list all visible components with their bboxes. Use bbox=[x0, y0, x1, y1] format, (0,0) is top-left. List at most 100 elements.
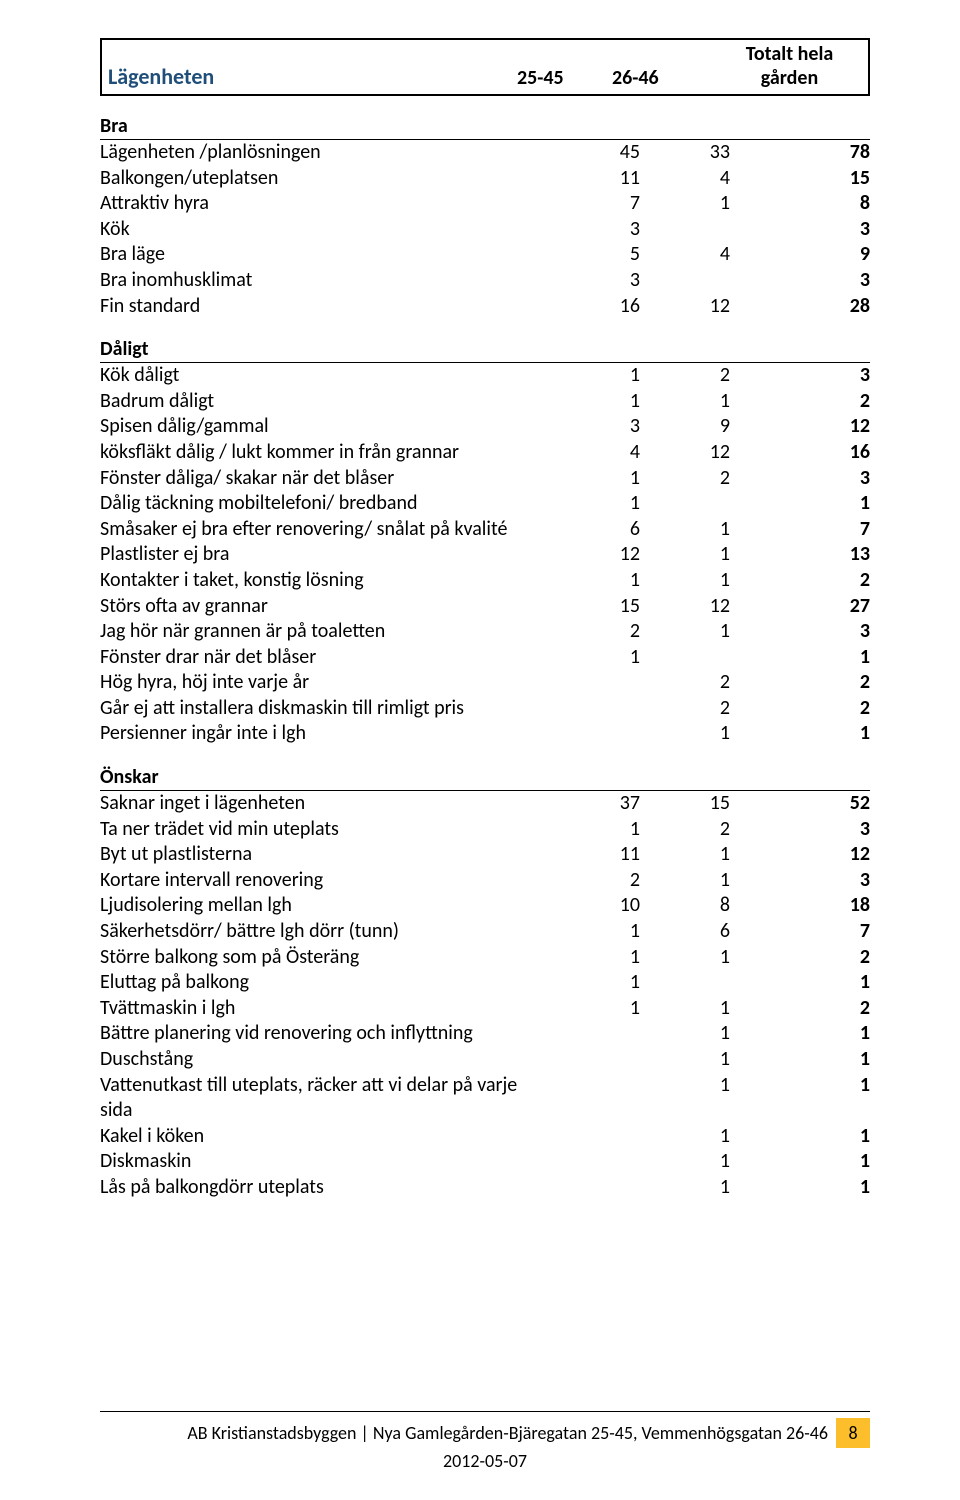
table-row: Bra läge549 bbox=[100, 242, 870, 268]
header-box: Lägenheten Totalt hela 25-45 26-46 gårde… bbox=[100, 38, 870, 96]
table-row: Ljudisolering mellan lgh10818 bbox=[100, 893, 870, 919]
row-col1: 16 bbox=[560, 294, 640, 320]
header-col2: 26-46 bbox=[612, 66, 717, 90]
row-col3: 12 bbox=[730, 842, 870, 868]
row-col1: 12 bbox=[560, 542, 640, 568]
row-col1 bbox=[560, 1175, 640, 1201]
row-col2: 1 bbox=[640, 842, 730, 868]
row-col1: 2 bbox=[560, 868, 640, 894]
row-col2: 2 bbox=[640, 817, 730, 843]
table-row: Lägenheten /planlösningen453378 bbox=[100, 140, 870, 166]
section-title: Bra bbox=[100, 114, 870, 140]
row-col1: 1 bbox=[560, 645, 640, 671]
row-col2: 1 bbox=[640, 721, 730, 747]
row-col1: 11 bbox=[560, 166, 640, 192]
section: ÖnskarSaknar inget i lägenheten371552Ta … bbox=[100, 765, 870, 1201]
row-col2: 1 bbox=[640, 1175, 730, 1201]
table-row: Byt ut plastlisterna11112 bbox=[100, 842, 870, 868]
header-title: Lägenheten bbox=[108, 63, 517, 90]
row-label: Fönster dåliga/ skakar när det blåser bbox=[100, 466, 560, 492]
row-label: Kontakter i taket, konstig lösning bbox=[100, 568, 560, 594]
row-label: Tvättmaskin i lgh bbox=[100, 996, 560, 1022]
row-col1: 45 bbox=[560, 140, 640, 166]
table-row: Kakel i köken11 bbox=[100, 1124, 870, 1150]
row-label: Byt ut plastlisterna bbox=[100, 842, 560, 868]
row-col2: 2 bbox=[640, 466, 730, 492]
table-row: Bra inomhusklimat33 bbox=[100, 268, 870, 294]
row-label: Dålig täckning mobiltelefoni/ bredband bbox=[100, 491, 560, 517]
row-col2 bbox=[640, 491, 730, 517]
row-col2: 1 bbox=[640, 619, 730, 645]
table-row: Vattenutkast till uteplats, räcker att v… bbox=[100, 1073, 870, 1124]
table-row: Kök dåligt123 bbox=[100, 363, 870, 389]
table-row: Fin standard161228 bbox=[100, 294, 870, 320]
row-col1: 1 bbox=[560, 491, 640, 517]
table-row: Ta ner trädet vid min uteplats123 bbox=[100, 817, 870, 843]
row-col3: 1 bbox=[730, 645, 870, 671]
table-row: Småsaker ej bra efter renovering/ snålat… bbox=[100, 517, 870, 543]
row-col3: 13 bbox=[730, 542, 870, 568]
row-col2: 6 bbox=[640, 919, 730, 945]
row-col1: 1 bbox=[560, 996, 640, 1022]
row-col3: 2 bbox=[730, 696, 870, 722]
row-col3: 3 bbox=[730, 217, 870, 243]
table-row: Balkongen/uteplatsen11415 bbox=[100, 166, 870, 192]
row-col2: 2 bbox=[640, 670, 730, 696]
row-col2 bbox=[640, 217, 730, 243]
table-row: Jag hör när grannen är på toaletten213 bbox=[100, 619, 870, 645]
row-col2: 2 bbox=[640, 696, 730, 722]
row-col1 bbox=[560, 1149, 640, 1175]
footer: AB Kristianstadsbyggen | Nya Gamlegården… bbox=[100, 1411, 870, 1472]
row-col2: 1 bbox=[640, 1073, 730, 1124]
row-col2: 1 bbox=[640, 1124, 730, 1150]
row-col3: 2 bbox=[730, 996, 870, 1022]
row-label: Säkerhetsdörr/ bättre lgh dörr (tunn) bbox=[100, 919, 560, 945]
section: BraLägenheten /planlösningen453378Balkon… bbox=[100, 114, 870, 319]
row-col3: 1 bbox=[730, 1073, 870, 1124]
row-label: Diskmaskin bbox=[100, 1149, 560, 1175]
header-col3-top: Totalt hela bbox=[717, 42, 862, 66]
row-col2 bbox=[640, 268, 730, 294]
table-row: Persienner ingår inte i lgh11 bbox=[100, 721, 870, 747]
row-col2 bbox=[640, 645, 730, 671]
row-label: köksfläkt dålig / lukt kommer in från gr… bbox=[100, 440, 560, 466]
row-col2: 1 bbox=[640, 1149, 730, 1175]
row-label: Ljudisolering mellan lgh bbox=[100, 893, 560, 919]
row-col1: 5 bbox=[560, 242, 640, 268]
row-col3: 2 bbox=[730, 568, 870, 594]
row-col1: 1 bbox=[560, 970, 640, 996]
row-col3: 3 bbox=[730, 619, 870, 645]
row-col2: 1 bbox=[640, 517, 730, 543]
row-col3: 1 bbox=[730, 1047, 870, 1073]
table-row: Kök33 bbox=[100, 217, 870, 243]
row-col1: 37 bbox=[560, 791, 640, 817]
header-col3-bot: gården bbox=[717, 66, 862, 90]
row-col3: 9 bbox=[730, 242, 870, 268]
row-col1 bbox=[560, 1124, 640, 1150]
row-col3: 1 bbox=[730, 1124, 870, 1150]
section-title: Önskar bbox=[100, 765, 870, 791]
row-label: Plastlister ej bra bbox=[100, 542, 560, 568]
row-col3: 3 bbox=[730, 817, 870, 843]
row-col3: 12 bbox=[730, 414, 870, 440]
row-col3: 7 bbox=[730, 919, 870, 945]
row-label: Större balkong som på Österäng bbox=[100, 945, 560, 971]
row-col1 bbox=[560, 1021, 640, 1047]
row-col1 bbox=[560, 721, 640, 747]
table-row: Fönster dåliga/ skakar när det blåser123 bbox=[100, 466, 870, 492]
row-col1: 3 bbox=[560, 217, 640, 243]
row-label: Fönster drar när det blåser bbox=[100, 645, 560, 671]
row-label: Saknar inget i lägenheten bbox=[100, 791, 560, 817]
row-col3: 28 bbox=[730, 294, 870, 320]
table-row: Säkerhetsdörr/ bättre lgh dörr (tunn)167 bbox=[100, 919, 870, 945]
row-col1 bbox=[560, 696, 640, 722]
row-label: Spisen dålig/gammal bbox=[100, 414, 560, 440]
row-col1: 10 bbox=[560, 893, 640, 919]
row-label: Persienner ingår inte i lgh bbox=[100, 721, 560, 747]
row-label: Badrum dåligt bbox=[100, 389, 560, 415]
row-label: Jag hör när grannen är på toaletten bbox=[100, 619, 560, 645]
table-row: Tvättmaskin i lgh112 bbox=[100, 996, 870, 1022]
table-row: Lås på balkongdörr uteplats11 bbox=[100, 1175, 870, 1201]
row-col2: 1 bbox=[640, 996, 730, 1022]
row-col2: 1 bbox=[640, 945, 730, 971]
